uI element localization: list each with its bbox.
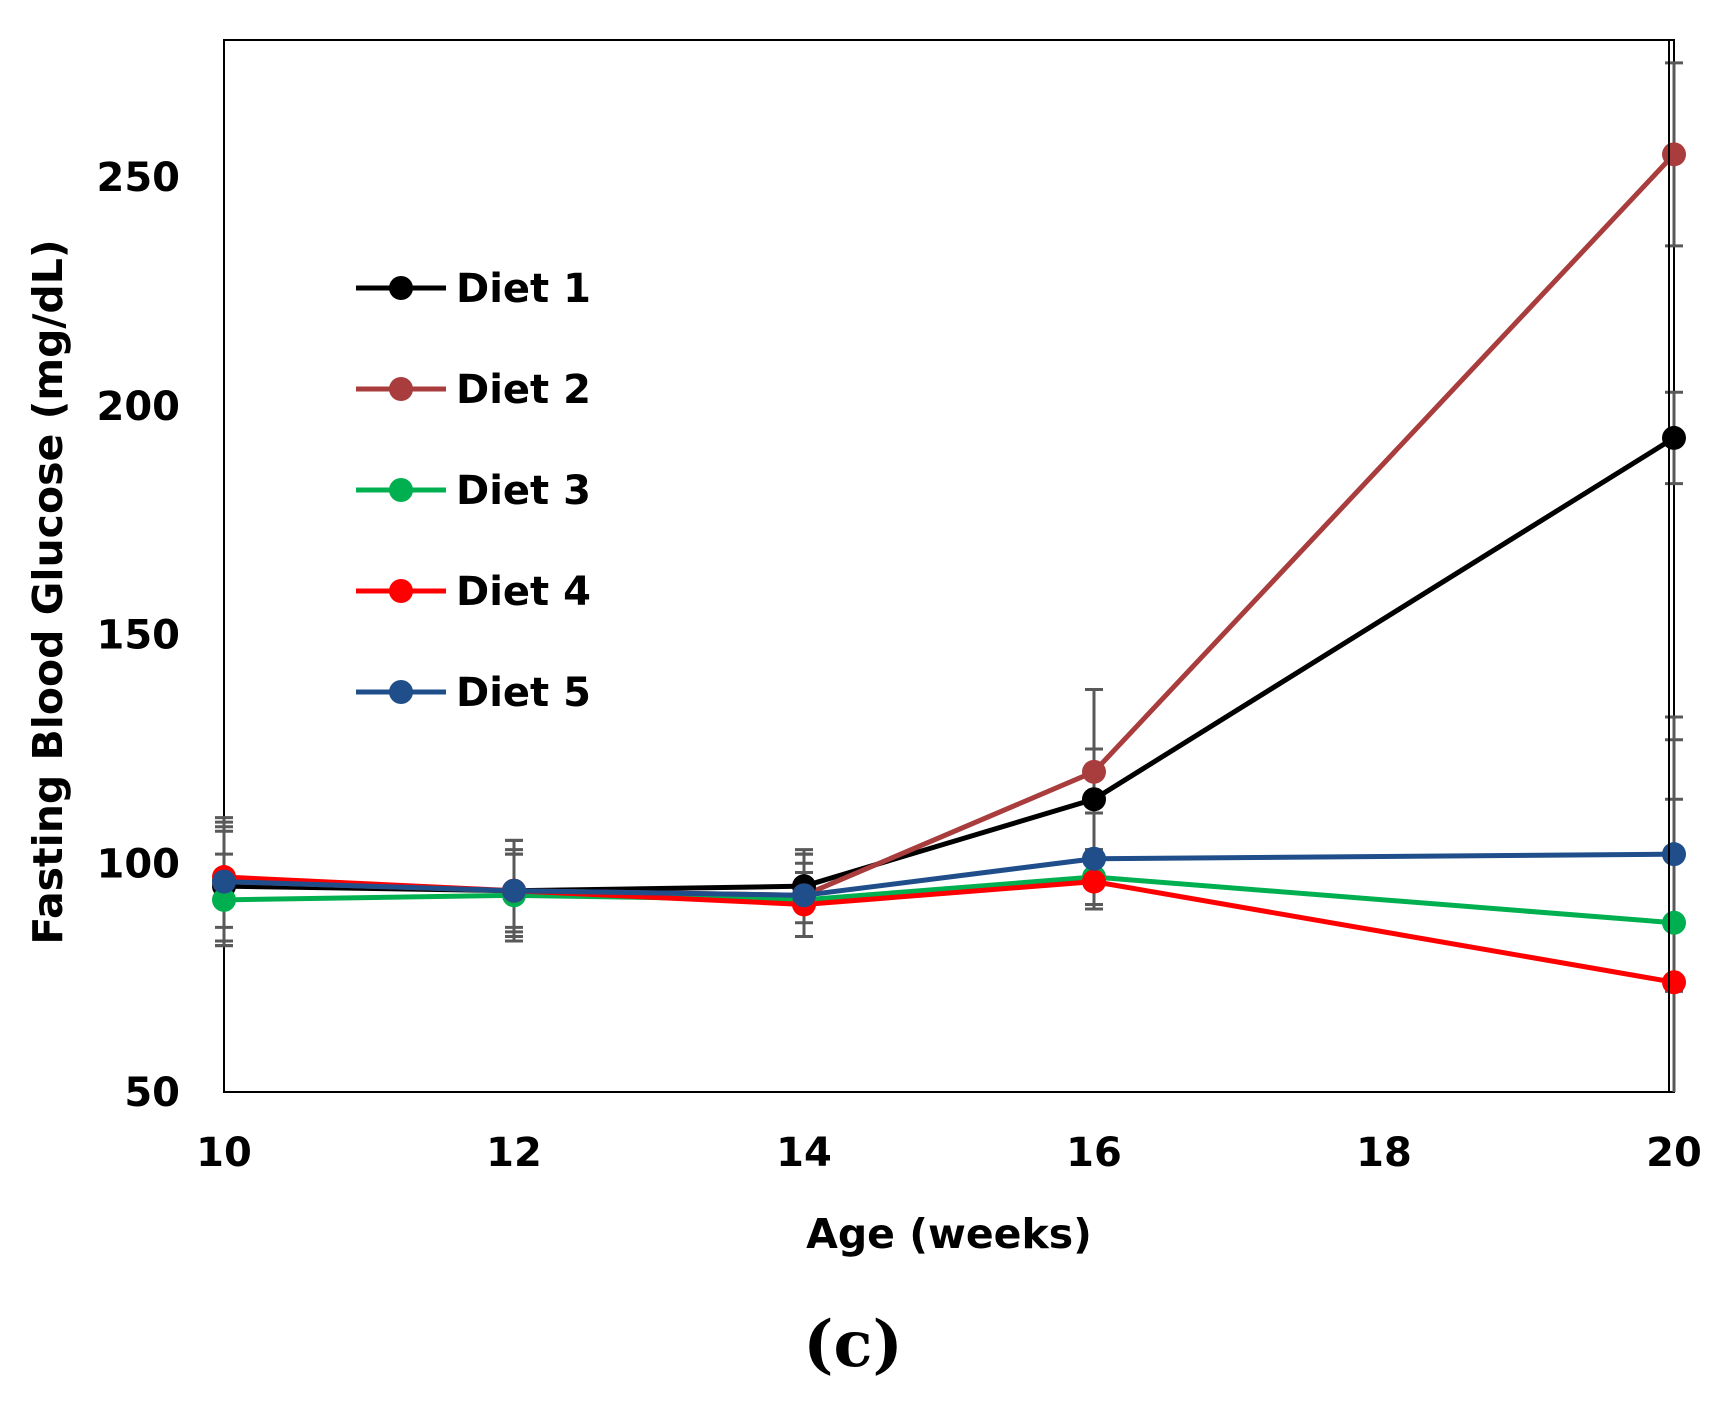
y-tick-label-200: 200 [97,384,181,430]
y-tick-label-100: 100 [97,841,181,887]
series-lines [223,152,1676,985]
y-axis-ticks: 50 100 150 200 250 [97,155,181,1116]
x-tick-label-16: 16 [1066,1130,1122,1176]
data-point-diet-4-16 [1082,869,1106,894]
legend-item-diet-4: Diet 4 [356,569,591,615]
data-point-diet-5-10 [212,869,236,894]
data-point-diet-3-10 [212,887,236,912]
legend-item-diet-5: Diet 5 [356,670,591,716]
panel-label: (c) [803,1307,903,1382]
y-axis-title: Fasting Blood Glucose (mg/dL) [24,239,72,944]
legend-marker [389,680,413,704]
series-line-diet-3 [223,874,1675,926]
x-tick-label-20: 20 [1646,1130,1702,1176]
y-tick-label-150: 150 [97,613,181,659]
x-axis-ticks: 10 12 14 16 18 20 [196,1130,1702,1176]
data-point-diet-3-20 [1662,910,1686,935]
legend-marker [389,276,413,300]
data-point-diet-5-12 [502,878,526,903]
x-axis-title: Age (weeks) [806,1210,1092,1258]
legend-label: Diet 1 [456,266,591,312]
y-tick-label-250: 250 [97,155,181,201]
series-line-diet-2 [223,152,1676,898]
x-tick-label-10: 10 [196,1130,252,1176]
legend-marker [389,478,413,502]
legend-marker [389,377,413,401]
error-bars [215,61,1683,1092]
data-point-diet-4-20 [1662,970,1686,995]
legend-item-diet-2: Diet 2 [356,367,591,413]
data-point-diet-5-14 [792,883,816,908]
series-points [212,142,1686,995]
data-point-diet-5-16 [1082,846,1106,871]
data-point-diet-2-20 [1662,142,1686,167]
data-point-diet-1-16 [1082,787,1106,812]
legend: Diet 1 Diet 2 Diet 3 Diet 4 Diet 5 [356,266,591,716]
data-point-diet-5-20 [1662,842,1686,867]
data-point-diet-1-20 [1662,425,1686,450]
series-line-diet-4 [223,874,1675,985]
legend-item-diet-3: Diet 3 [356,468,591,514]
legend-item-diet-1: Diet 1 [356,266,591,312]
legend-label: Diet 2 [456,367,591,413]
series-line-diet-1 [223,435,1676,894]
data-point-diet-2-16 [1082,759,1106,784]
legend-label: Diet 5 [456,670,591,716]
y-tick-label-50: 50 [124,1070,180,1116]
legend-label: Diet 3 [456,468,591,514]
x-tick-label-18: 18 [1356,1130,1412,1176]
legend-label: Diet 4 [456,569,591,615]
x-tick-label-12: 12 [486,1130,542,1176]
legend-marker [389,579,413,603]
x-tick-label-14: 14 [776,1130,832,1176]
plot-area-frame [223,39,1675,1093]
